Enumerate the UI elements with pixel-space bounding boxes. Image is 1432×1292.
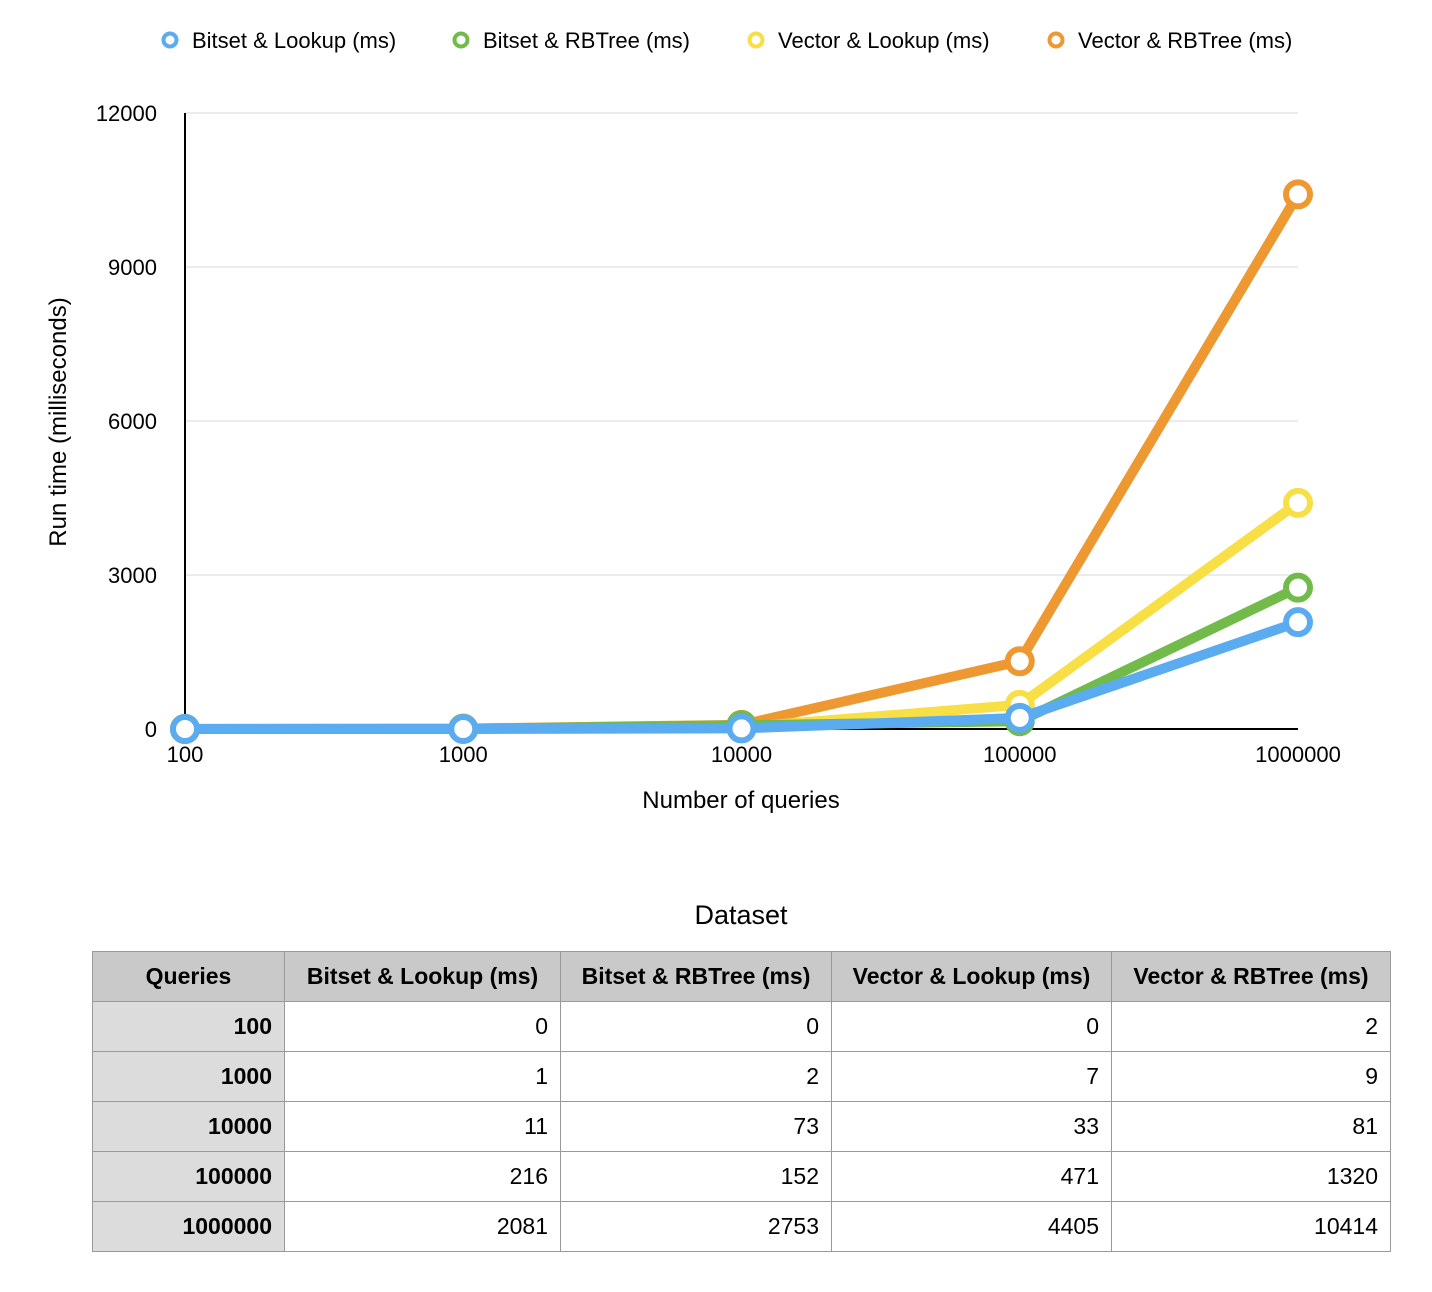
row-header-cell: 100: [92, 1001, 285, 1052]
table-title: Dataset: [694, 900, 788, 930]
chart-legend: Bitset & Lookup (ms) Bitset & RBTree (ms)…: [161, 28, 1292, 53]
table-cell: 2: [1111, 1001, 1391, 1052]
table-cell: 9: [1111, 1051, 1391, 1102]
data-point: [1283, 179, 1313, 210]
column-header: Bitset & Lookup (ms): [284, 951, 561, 1002]
legend-label: Bitset & RBTree (ms): [483, 28, 690, 53]
series-0: [170, 607, 1313, 744]
line-chart: Bitset & Lookup (ms) Bitset & RBTree (ms)…: [45, 28, 1341, 814]
table-cell: 1: [284, 1051, 561, 1102]
table-cell: 216: [284, 1151, 561, 1202]
y-tick-label: 9000: [108, 255, 157, 280]
x-tick-label: 1000: [439, 742, 488, 767]
data-point: [726, 713, 757, 744]
table-cell: 1320: [1111, 1151, 1391, 1202]
legend-marker: [747, 31, 765, 49]
data-point: [448, 713, 479, 744]
y-tick-label: 0: [145, 717, 157, 742]
row-header-cell: 1000: [92, 1051, 285, 1102]
data-point: [170, 714, 200, 744]
table-cell: 0: [560, 1001, 832, 1052]
x-axis-title: Number of queries: [642, 787, 839, 814]
data-point: [1004, 702, 1035, 733]
table-header-row: Queries Bitset & Lookup (ms) Bitset & RBTr…: [92, 951, 1391, 1002]
legend-item: Vector & Lookup (ms): [747, 28, 990, 53]
x-tick-labels: 100 1000 10000 100000 1000000: [167, 742, 1341, 767]
y-tick-label: 12000: [96, 101, 157, 126]
series-line: [180, 189, 1303, 734]
table-row: 1000000 2081 2753 4405 10414: [92, 1201, 1391, 1252]
row-header-cell: 100000: [92, 1151, 285, 1202]
row-header-cell: 10000: [92, 1101, 285, 1152]
table-cell: 2081: [284, 1201, 561, 1252]
series-2: [170, 487, 1313, 744]
table-cell: 471: [831, 1151, 1112, 1202]
legend-marker: [452, 31, 470, 49]
legend-item: Bitset & Lookup (ms): [161, 28, 396, 53]
series-line: [180, 582, 1303, 734]
legend-item: Bitset & RBTree (ms): [452, 28, 690, 53]
series-line: [180, 497, 1303, 734]
column-header: Bitset & RBTree (ms): [560, 951, 832, 1002]
table-row: 10000 11 73 33 81: [92, 1101, 1391, 1152]
table-cell: 33: [831, 1101, 1112, 1152]
series-lines: [170, 179, 1313, 744]
table-row: 1000 1 2 7 9: [92, 1051, 1391, 1102]
legend-label: Vector & RBTree (ms): [1078, 28, 1292, 53]
table-cell: 2753: [560, 1201, 832, 1252]
series-3: [170, 179, 1313, 744]
y-tick-labels: 0 3000 6000 9000 12000: [96, 101, 157, 742]
table-cell: 7: [831, 1051, 1112, 1102]
table-cell: 81: [1111, 1101, 1391, 1152]
y-gridlines: [185, 112, 1298, 576]
x-tick-label: 10000: [711, 742, 772, 767]
data-point: [1004, 646, 1035, 677]
table-cell: 0: [831, 1001, 1112, 1052]
table-body: 100 0 0 0 2 1000 1 2 7 9 10000 11 73 33 81 100000 216 152…: [92, 1001, 1391, 1252]
data-point: [1283, 607, 1313, 638]
x-tick-label: 1000000: [1255, 742, 1341, 767]
data-point: [1283, 487, 1313, 518]
table-row: 100 0 0 0 2: [92, 1001, 1391, 1052]
y-axis-title: Run time (milliseconds): [45, 297, 72, 546]
table-cell: 0: [284, 1001, 561, 1052]
data-table: Queries Bitset & Lookup (ms) Bitset & RBTr…: [92, 951, 1391, 1252]
legend-marker: [1047, 31, 1065, 49]
row-header-cell: 1000000: [92, 1201, 285, 1252]
table-cell: 4405: [831, 1201, 1112, 1252]
table-cell: 152: [560, 1151, 832, 1202]
table-cell: 2: [560, 1051, 832, 1102]
legend-label: Bitset & Lookup (ms): [192, 28, 396, 53]
column-header: Queries: [92, 951, 285, 1002]
column-header: Vector & RBTree (ms): [1111, 951, 1391, 1002]
y-tick-label: 3000: [108, 563, 157, 588]
x-tick-label: 100: [167, 742, 204, 767]
table-cell: 10414: [1111, 1201, 1391, 1252]
data-point: [1283, 572, 1313, 603]
legend-label: Vector & Lookup (ms): [778, 28, 990, 53]
table-cell: 73: [560, 1101, 832, 1152]
table-row: 100000 216 152 471 1320: [92, 1151, 1391, 1202]
table-cell: 11: [284, 1101, 561, 1152]
y-tick-label: 6000: [108, 409, 157, 434]
legend-item: Vector & RBTree (ms): [1047, 28, 1292, 53]
x-tick-label: 100000: [983, 742, 1056, 767]
legend-marker: [161, 31, 179, 49]
column-header: Vector & Lookup (ms): [831, 951, 1112, 1002]
